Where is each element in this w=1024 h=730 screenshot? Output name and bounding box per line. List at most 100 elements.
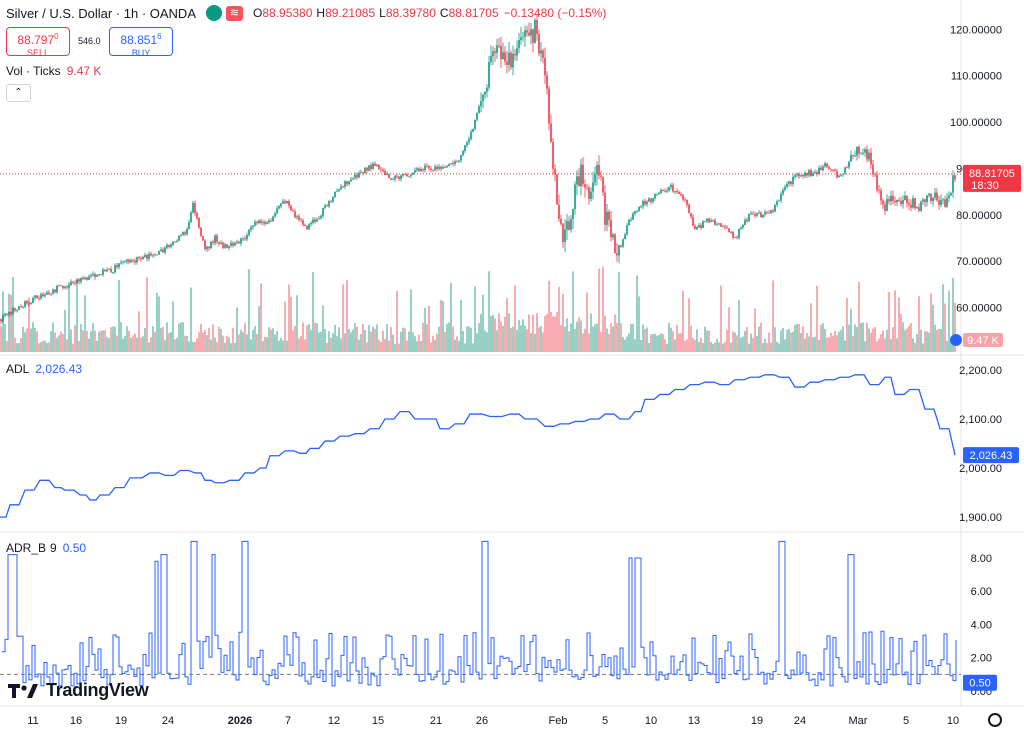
volume-bar xyxy=(464,343,466,352)
volume-bar xyxy=(300,336,302,352)
volume-bar xyxy=(118,279,120,352)
volume-bar xyxy=(264,337,266,352)
volume-bar xyxy=(182,322,184,352)
volume-bar xyxy=(950,341,952,352)
volume-bar xyxy=(738,299,740,352)
adl-legend[interactable]: ADL 2,026.43 xyxy=(6,362,82,376)
wave-icon[interactable]: ≋ xyxy=(226,5,243,21)
price-candle-body xyxy=(862,152,864,154)
price-candle-body xyxy=(382,169,384,172)
volume-bar xyxy=(858,281,860,352)
price-candle-body xyxy=(108,268,110,270)
volume-bar xyxy=(844,340,846,352)
price-candle-body xyxy=(648,198,650,202)
collapse-indicators-button[interactable]: ⌃ xyxy=(6,84,31,102)
price-candle-body xyxy=(402,174,404,176)
time-tick-label: Mar xyxy=(849,715,868,727)
price-candle-body xyxy=(242,238,244,240)
price-candle-body xyxy=(250,226,252,230)
volume-bar xyxy=(134,333,136,352)
volume-bar xyxy=(704,326,706,352)
price-candle-body xyxy=(876,174,878,191)
volume-bar xyxy=(668,322,670,352)
volume-bar xyxy=(708,330,710,352)
volume-bar xyxy=(498,313,500,352)
price-candle-body xyxy=(418,168,420,172)
price-candle-body xyxy=(680,193,682,196)
volume-bar xyxy=(46,343,48,352)
price-candle-body xyxy=(436,166,438,170)
sell-button[interactable]: 88.7970 SELL xyxy=(6,27,70,58)
volume-bar xyxy=(64,309,66,352)
price-candle-body xyxy=(16,309,18,311)
volume-bar xyxy=(838,331,840,352)
volume-bar xyxy=(388,340,390,352)
price-candle-body xyxy=(794,175,796,177)
tradingview-logo[interactable]: TradingView xyxy=(8,680,149,701)
price-candle-body xyxy=(596,165,598,175)
price-candle-body xyxy=(122,261,124,263)
price-candle-body xyxy=(752,213,754,215)
adr-legend[interactable]: ADR_B 9 0.50 xyxy=(6,541,86,555)
volume-bar xyxy=(710,341,712,352)
price-candle-body xyxy=(950,192,952,196)
price-candle-body xyxy=(174,241,176,243)
volume-bar xyxy=(58,335,60,352)
price-candle-body xyxy=(814,171,816,174)
price-candle-body xyxy=(670,184,672,188)
volume-bar xyxy=(220,328,222,352)
volume-bar xyxy=(558,286,560,352)
volume-bar xyxy=(652,334,654,352)
volume-bar xyxy=(108,338,110,352)
settings-gear-icon[interactable] xyxy=(988,713,1002,727)
volume-bar xyxy=(842,326,844,352)
price-candle-body xyxy=(462,150,464,156)
volume-bar xyxy=(706,330,708,352)
volume-bar xyxy=(516,330,518,352)
volume-bar xyxy=(590,313,592,352)
price-candle-body xyxy=(94,274,96,277)
price-candle-body xyxy=(460,155,462,161)
price-candle-body xyxy=(268,220,270,223)
volume-bar xyxy=(550,312,552,352)
price-candle-body xyxy=(244,238,246,240)
price-candle-body xyxy=(116,265,118,268)
time-tick-label: 12 xyxy=(328,715,340,727)
volume-bar xyxy=(362,324,364,352)
price-candle-body xyxy=(750,213,752,215)
price-candle-body xyxy=(306,225,308,230)
price-candle-body xyxy=(952,175,954,193)
volume-bar xyxy=(866,322,868,352)
adr-value: 0.50 xyxy=(62,541,87,555)
volume-bar xyxy=(458,340,460,352)
volume-bar xyxy=(800,332,802,352)
volume-bar xyxy=(426,324,428,352)
volume-bar xyxy=(556,312,558,352)
volume-bar xyxy=(274,334,276,352)
volume-bar xyxy=(404,328,406,352)
symbol-title[interactable]: Silver / U.S. Dollar · 1h · OANDA xyxy=(6,5,196,21)
volume-bar xyxy=(874,327,876,352)
volume-bar xyxy=(938,329,940,352)
volume-bar xyxy=(314,322,316,352)
volume-bar xyxy=(606,328,608,352)
volume-bar xyxy=(616,323,618,352)
volume-bar xyxy=(190,287,192,352)
price-candle-body xyxy=(100,274,102,276)
volume-bar xyxy=(470,327,472,352)
volume-legend[interactable]: Vol · Ticks 9.47 K xyxy=(6,64,101,78)
volume-bar xyxy=(944,303,946,352)
price-candle-body xyxy=(370,165,372,169)
price-candle-body xyxy=(542,50,544,58)
price-candle-body xyxy=(714,219,716,225)
price-candle-body xyxy=(420,169,422,172)
volume-bar xyxy=(750,333,752,352)
buy-button[interactable]: 88.8516 BUY xyxy=(109,27,173,58)
time-tick-label: Feb xyxy=(549,715,568,727)
price-candle-body xyxy=(684,199,686,201)
volume-bar xyxy=(296,295,298,352)
price-candle-body xyxy=(48,292,50,295)
time-tick-label: 7 xyxy=(285,715,291,727)
price-candle-body xyxy=(58,285,60,287)
